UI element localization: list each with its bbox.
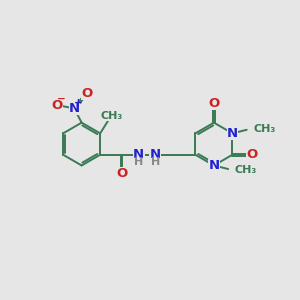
Text: N: N — [133, 148, 144, 161]
Text: O: O — [208, 97, 220, 110]
Text: N: N — [69, 102, 80, 115]
Text: H: H — [134, 157, 143, 167]
Text: +: + — [74, 98, 82, 108]
Text: N: N — [208, 159, 220, 172]
Text: O: O — [116, 167, 127, 180]
Text: N: N — [227, 127, 238, 140]
Text: CH₃: CH₃ — [235, 165, 257, 175]
Text: O: O — [81, 87, 93, 100]
Text: N: N — [150, 148, 161, 161]
Text: H: H — [151, 157, 160, 167]
Text: −: − — [57, 94, 66, 104]
Text: CH₃: CH₃ — [100, 111, 123, 121]
Text: O: O — [52, 99, 63, 112]
Text: O: O — [246, 148, 257, 161]
Text: CH₃: CH₃ — [253, 124, 275, 134]
